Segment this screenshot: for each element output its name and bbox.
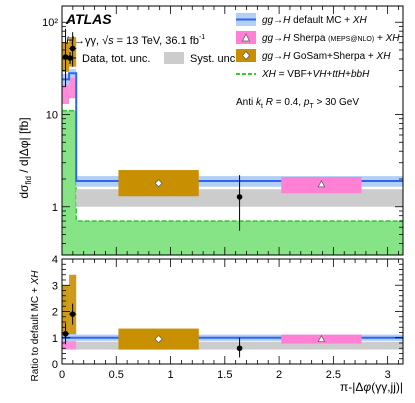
gosam-band (62, 285, 70, 337)
top-frame (61, 5, 404, 256)
gosam-marker (154, 179, 163, 188)
data-legend-marker (64, 52, 76, 64)
svg-text:gg→H default MC + XH: gg→H default MC + XH (262, 15, 368, 26)
default-mc-line (62, 72, 403, 183)
svg-text:gg→H GoSam+Sherpa + XH: gg→H GoSam+Sherpa + XH (262, 51, 391, 62)
ratio-y-tick-label: 1 (52, 333, 58, 345)
jet-note: Anti kt R = 0.4, pT > 30 GeV (236, 97, 359, 110)
ratio-x-tick-label: 1.5 (217, 369, 232, 381)
syst-legend-label: Syst. unc. (190, 53, 238, 65)
gosam-marker (154, 335, 163, 344)
ratio-x-tick-label: 0 (59, 369, 65, 381)
ratio-plot-area: 0 1 2 3 4 0 0.5 1 1.5 2 2.5 3 (52, 254, 404, 381)
ratio-x-tick-label: 2.5 (326, 369, 341, 381)
data-point (236, 194, 243, 200)
legend-sherpa: gg→H Sherpa (MEPS@NLO) + XH (236, 31, 400, 44)
sherpa-band (62, 79, 70, 104)
data-point (69, 45, 76, 52)
atlas-label: ATLAS (65, 11, 112, 27)
ratio-x-tick-label: 2 (276, 369, 282, 381)
top-y-axis-label: dσfid / d|Δφ| [fb] (17, 117, 33, 198)
sherpa-band (69, 74, 77, 99)
legend-gosam: gg→H GoSam+Sherpa + XH (236, 49, 391, 62)
svg-text:XH = VBF+VH+ttH+bbH: XH = VBF+VH+ttH+bbH (261, 69, 370, 80)
xh-fill (62, 110, 403, 255)
annotation-block: ATLAS H→γγ, √s = 13 TeV, 36.1 fb-1 Data,… (64, 11, 400, 110)
ratio-plot-content (62, 274, 403, 358)
svg-text:gg→H Sherpa (MEPS@NLO) + XH: gg→H Sherpa (MEPS@NLO) + XH (262, 33, 400, 44)
data-point (62, 331, 69, 337)
data-point (236, 345, 243, 352)
legend-xh: XH = VBF+VH+ttH+bbH (236, 69, 370, 80)
ratio-x-tick-label: 0.5 (109, 369, 124, 381)
x-axis-label: π-|Δφ(γγ,jj)| (340, 380, 403, 394)
syst-legend-swatch (164, 52, 184, 64)
ratio-y-axis-label: Ratio to default MC + XH (30, 270, 41, 382)
sherpa-marker (317, 334, 326, 342)
ratio-y-tick-label: 2 (52, 307, 58, 319)
ratio-y-tick-label: 4 (52, 254, 58, 266)
info-line: H→γγ, √s = 13 TeV, 36.1 fb-1 (66, 34, 205, 47)
data-point (69, 311, 76, 317)
ratio-x-tick-label: 3 (385, 369, 391, 381)
sherpa-marker (317, 180, 326, 188)
legend-default-mc: gg→H default MC + XH (236, 13, 368, 26)
ratio-y-tick-label: 3 (52, 280, 58, 292)
top-y-tick-label: 10 (46, 110, 58, 122)
top-y-tick-label: 10² (42, 17, 58, 29)
top-y-tick-label: 1 (52, 202, 58, 214)
data-legend-label: Data, tot. unc. (82, 53, 150, 65)
ratio-y-tick-label: 0 (52, 359, 58, 371)
top-plot-content (62, 28, 403, 255)
ratio-x-tick-label: 1 (167, 369, 173, 381)
sherpa-band (69, 337, 77, 350)
top-plot-area: 1 10 10² (42, 5, 404, 256)
